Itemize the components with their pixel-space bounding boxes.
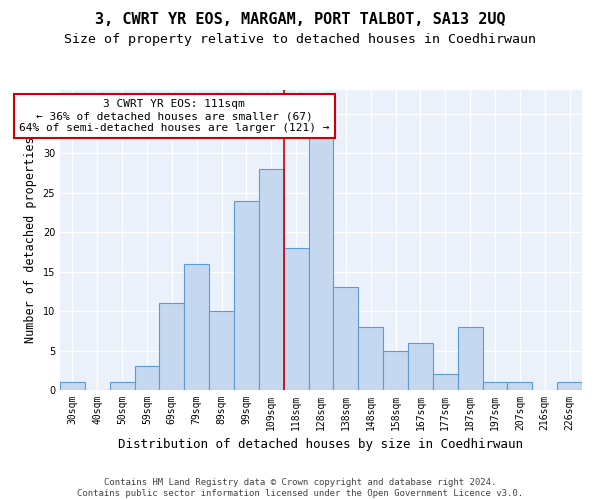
Y-axis label: Number of detached properties: Number of detached properties	[24, 136, 37, 344]
Text: Size of property relative to detached houses in Coedhirwaun: Size of property relative to detached ho…	[64, 32, 536, 46]
Bar	[134, 366, 160, 390]
Text: Contains HM Land Registry data © Crown copyright and database right 2024.
Contai: Contains HM Land Registry data © Crown c…	[77, 478, 523, 498]
Bar	[234, 200, 259, 390]
X-axis label: Distribution of detached houses by size in Coedhirwaun: Distribution of detached houses by size …	[119, 438, 523, 452]
Bar	[433, 374, 458, 390]
Bar	[458, 327, 482, 390]
Bar	[259, 169, 284, 390]
Bar	[482, 382, 508, 390]
Text: 3, CWRT YR EOS, MARGAM, PORT TALBOT, SA13 2UQ: 3, CWRT YR EOS, MARGAM, PORT TALBOT, SA1…	[95, 12, 505, 28]
Bar	[557, 382, 582, 390]
Bar	[110, 382, 134, 390]
Bar	[383, 350, 408, 390]
Bar	[408, 342, 433, 390]
Bar	[284, 248, 308, 390]
Bar	[358, 327, 383, 390]
Bar	[60, 382, 85, 390]
Bar	[308, 138, 334, 390]
Bar	[209, 311, 234, 390]
Text: 3 CWRT YR EOS: 111sqm
← 36% of detached houses are smaller (67)
64% of semi-deta: 3 CWRT YR EOS: 111sqm ← 36% of detached …	[19, 100, 329, 132]
Bar	[508, 382, 532, 390]
Bar	[334, 288, 358, 390]
Bar	[160, 303, 184, 390]
Bar	[184, 264, 209, 390]
